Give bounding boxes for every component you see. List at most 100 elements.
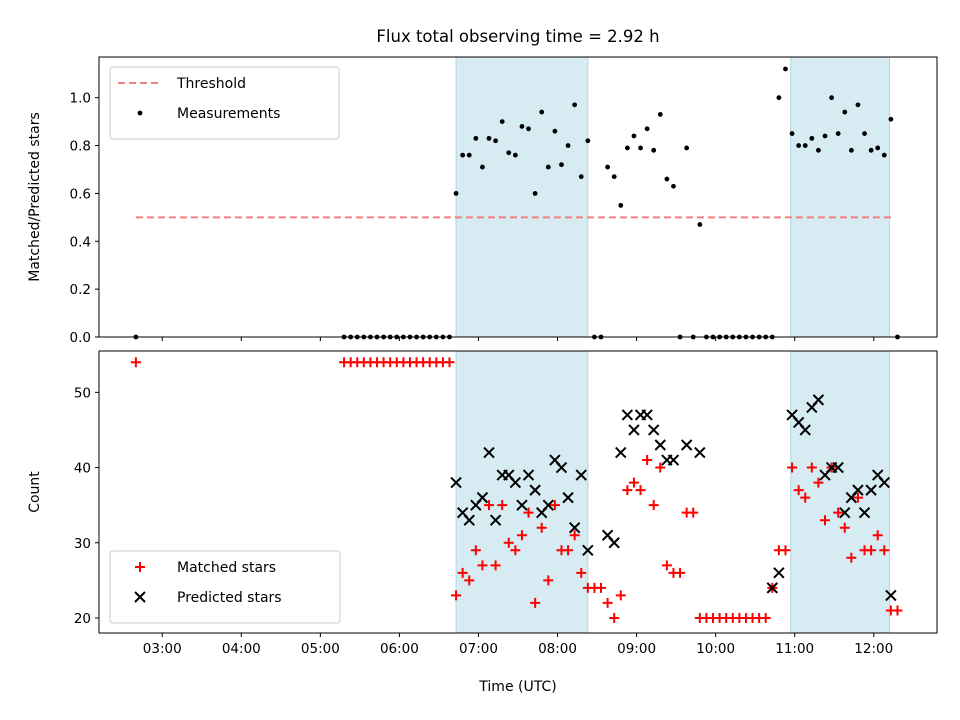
measurement-point [506, 150, 512, 156]
legend-label: Threshold [176, 76, 246, 92]
matched-star-point [787, 462, 798, 473]
matched-star-point [543, 575, 554, 586]
matched-star-point [470, 545, 481, 556]
matched-star-point [596, 582, 607, 593]
measurement-point [848, 147, 854, 153]
measurement-point [480, 164, 485, 170]
predicted-star-point [799, 424, 811, 436]
matched-star-point [661, 560, 672, 571]
matched-star-point [563, 545, 574, 556]
matched-star-point [628, 477, 639, 488]
x-tick-label: 08:00 [538, 641, 577, 657]
predicted-star-point [766, 582, 779, 594]
measurement-point [638, 145, 643, 151]
measurement-point [545, 164, 551, 170]
x-tick-label: 05:00 [301, 641, 340, 657]
matched-star-point [879, 545, 890, 556]
matched-star-point [549, 500, 560, 511]
matched-star-point [615, 590, 626, 601]
measurement-point [539, 109, 545, 115]
measurement-point [512, 152, 518, 158]
measurement-point [519, 124, 525, 129]
predicted-star-point [654, 439, 667, 451]
matched-star-point [576, 567, 587, 578]
measurement-point [657, 112, 663, 117]
matched-star-point [675, 567, 686, 578]
matched-star-point [839, 522, 850, 533]
matched-star-point [793, 485, 804, 496]
x-tick-label: 11:00 [775, 641, 814, 657]
predicted-star-point [667, 454, 680, 466]
matched-star-point [622, 485, 633, 496]
measurement-point [532, 191, 538, 196]
measurement-point [460, 152, 466, 158]
predicted-star-point [694, 446, 706, 459]
measurement-point [552, 128, 558, 134]
measurement-point [822, 133, 828, 139]
matched-star-point [820, 515, 831, 526]
measurement-point [453, 191, 459, 196]
top-panel: 0.0 0.2 0.4 0.6 0.8 1.0 Threshold Measurements [70, 56, 938, 346]
measurement-point [499, 119, 505, 125]
measurement-point [783, 66, 788, 72]
measurement-point [809, 135, 815, 141]
predicted-star-point [529, 484, 541, 496]
matched-star-point [477, 560, 488, 571]
matched-star-point [457, 567, 468, 578]
matched-star-point [866, 545, 877, 556]
axes-frame [98, 350, 938, 634]
x-tick-label: 09:00 [617, 641, 656, 657]
measurement-point [881, 152, 887, 158]
measurement-point [862, 131, 867, 136]
measurement-point [697, 222, 703, 227]
observing-window [455, 350, 589, 634]
measurement-point [816, 147, 821, 153]
measurement-point [618, 202, 624, 208]
measurement-point [644, 126, 650, 132]
matched-star-point [602, 597, 613, 608]
observing-window [790, 350, 891, 634]
matched-star-point [852, 492, 863, 503]
predicted-star-point [832, 461, 844, 474]
measurement-point [671, 183, 676, 189]
measurement-point [789, 131, 795, 136]
measurement-point [493, 138, 499, 144]
legend-measurement-swatch [137, 110, 143, 116]
x-axis-label: Time (UTC) [478, 679, 556, 695]
measurement-point [776, 95, 782, 101]
legend-matched-swatch [135, 562, 145, 572]
measurement-point [466, 152, 472, 158]
matched-star-point [484, 500, 495, 511]
measurement-point [868, 147, 874, 153]
matched-star-point [780, 545, 791, 556]
legend-label: Predicted stars [177, 590, 282, 606]
legend-label: Matched stars [177, 560, 276, 576]
matched-star-point [872, 530, 883, 541]
matched-star-point [569, 530, 580, 541]
legend-predicted-swatch [134, 591, 146, 603]
matched-star-point [609, 612, 620, 623]
predicted-star-point [878, 476, 891, 489]
measurement-point [526, 126, 531, 132]
x-tick-label: 06:00 [380, 641, 419, 657]
chart-title: Flux total observing time = 2.92 h [376, 27, 659, 46]
predicted-star-point [812, 394, 825, 406]
measurement-point [565, 143, 571, 148]
predicted-star-point [641, 409, 653, 421]
y-tick-label: 20 [74, 611, 91, 627]
measurement-point [802, 143, 808, 148]
measurement-point [875, 145, 881, 151]
predicted-star-point [562, 491, 574, 504]
matched-star-point [806, 462, 817, 473]
measurement-point [572, 102, 578, 108]
bottom-y-axis-label: Count [27, 471, 43, 513]
predicted-star-point [608, 537, 620, 549]
measurement-point [611, 174, 617, 180]
matched-star-point [444, 357, 455, 368]
matched-star-point [813, 477, 824, 488]
measurement-point [855, 102, 861, 108]
y-tick-label: 1.0 [70, 91, 91, 107]
matched-star-point [800, 492, 811, 503]
predicted-star-point [489, 514, 502, 526]
